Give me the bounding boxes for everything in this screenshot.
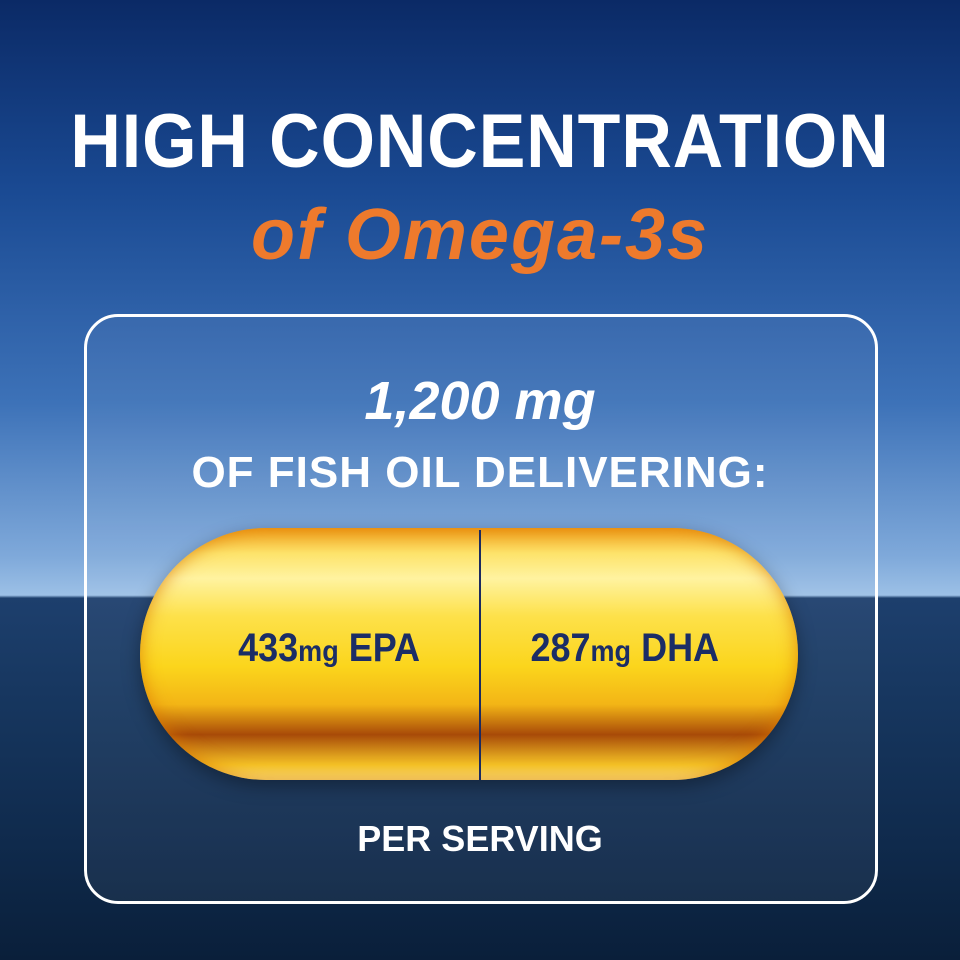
fish-oil-description: OF FISH OIL DELIVERING: (191, 448, 769, 497)
dha-amount: 287mg DHA (530, 626, 719, 671)
headline-subtitle: of Omega-3s (250, 195, 710, 275)
capsule-divider (479, 530, 481, 780)
epa-value: 433 (238, 626, 299, 670)
epa-unit: mg (298, 635, 339, 668)
dha-label: DHA (641, 626, 720, 670)
softgel-capsule-image (140, 528, 798, 780)
dha-value: 287 (530, 626, 591, 670)
dha-unit: mg (590, 635, 632, 668)
headline-title: HIGH CONCENTRATION (70, 99, 890, 184)
fish-oil-amount: 1,200 mg (364, 371, 596, 431)
per-serving-label: PER SERVING (357, 818, 603, 859)
epa-amount: 433mg EPA (238, 626, 420, 671)
epa-label: EPA (348, 626, 421, 670)
